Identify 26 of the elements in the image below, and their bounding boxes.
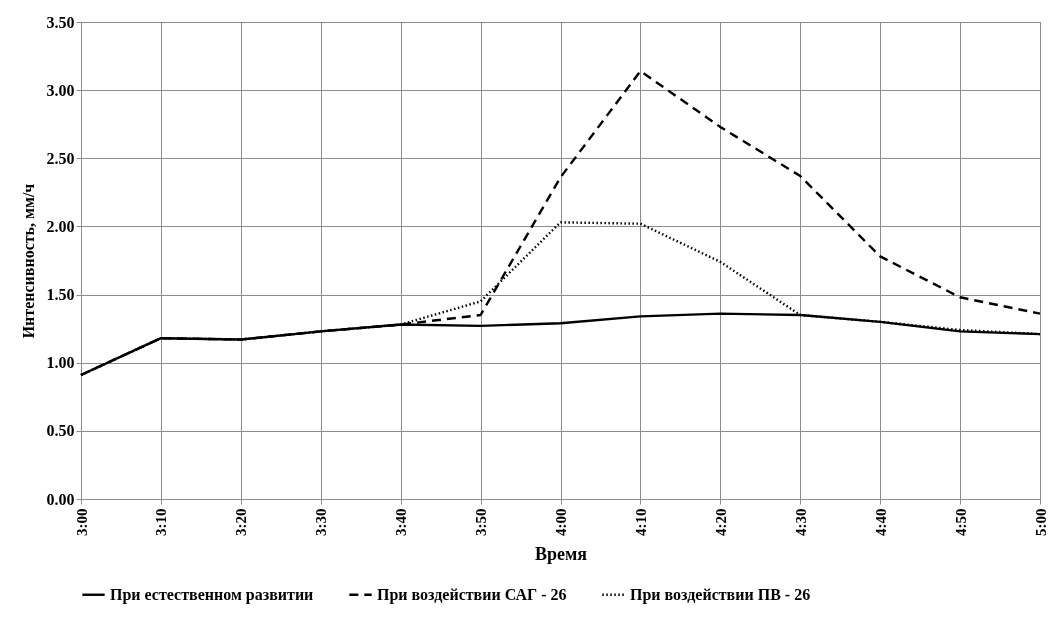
legend-label: При воздействии САГ - 26 [377, 585, 567, 604]
x-tick-label: 3:40 [393, 508, 410, 536]
x-tick-label: 3:30 [313, 508, 330, 536]
y-axis-title: Интенсивность, мм/ч [19, 183, 37, 339]
y-tick-label: 0.50 [46, 422, 75, 440]
x-tick-label: 4:20 [712, 508, 729, 536]
y-tick-label: 3.50 [46, 13, 75, 31]
x-tick-label: 4:00 [553, 508, 569, 536]
y-tick-label: 1.00 [46, 354, 75, 372]
y-tick-label: 3.00 [46, 81, 75, 99]
x-axis-title: Время [534, 544, 588, 564]
y-tick-label: 2.00 [46, 217, 75, 235]
x-tick-label: 3:00 [73, 508, 90, 536]
x-tick-label: 3:20 [233, 508, 250, 536]
y-tick-label: 1.50 [46, 286, 75, 304]
x-tick-label: 4:40 [872, 508, 889, 536]
legend-label: При воздействии ПВ - 26 [630, 585, 811, 604]
x-tick-label: 4:10 [632, 508, 649, 536]
x-tick-label: 4:50 [952, 508, 969, 536]
x-tick-label: 3:50 [473, 508, 490, 536]
y-tick-label: 2.50 [46, 149, 75, 167]
x-tick-label: 4:30 [792, 508, 809, 536]
y-tick-label: 0.00 [46, 490, 75, 508]
legend-label: При естественном развитии [110, 585, 314, 604]
x-tick-label: 3:10 [153, 508, 170, 536]
x-tick-label: 5:00 [1032, 508, 1049, 536]
